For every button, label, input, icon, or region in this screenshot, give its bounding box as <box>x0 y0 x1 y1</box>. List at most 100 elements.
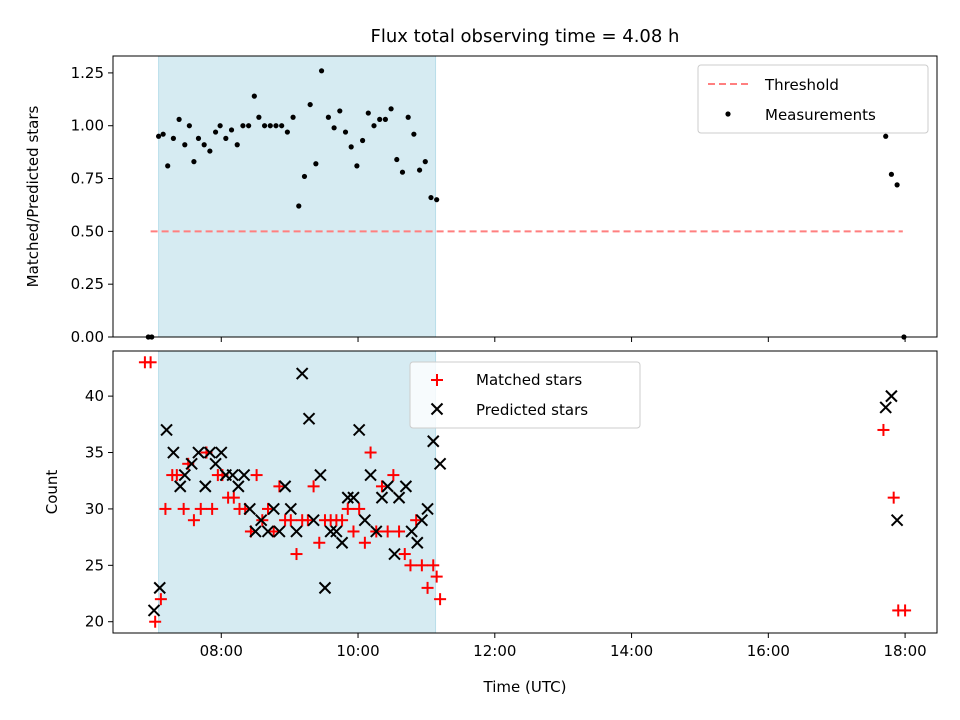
measurement-point <box>377 116 383 122</box>
matched-star-point <box>387 469 400 482</box>
predicted-star-point <box>370 525 383 538</box>
measurement-point <box>186 123 192 129</box>
matched-star-point <box>250 469 263 482</box>
ratio-panel: 0.00 0.25 0.50 0.75 1.00 1.25 Flux total obse… <box>24 26 938 346</box>
matched-star-point <box>144 356 157 369</box>
measurement-point <box>256 114 262 120</box>
predicted-star-point <box>421 502 434 516</box>
matched-star-point <box>313 536 326 549</box>
predicted-star-point <box>254 513 268 527</box>
predicted-star-point <box>203 446 217 459</box>
observing-window-shade <box>158 55 437 338</box>
predicted-star-point <box>330 525 343 538</box>
measurement-point <box>212 129 219 135</box>
legend-x-marker <box>430 402 444 416</box>
matched-star-point <box>877 423 890 436</box>
ratio-panel-frame <box>112 55 938 338</box>
matched-star-point <box>170 469 183 482</box>
matched-star-point <box>206 502 219 515</box>
count-y-tick-label: 20 <box>85 613 104 631</box>
measurement-point <box>176 116 182 122</box>
measurement-point <box>267 123 273 129</box>
matched-star-point <box>177 502 190 515</box>
predicted-star-point <box>411 536 424 549</box>
ratio-y-tick-label: 1.25 <box>71 64 104 82</box>
matched-star-point <box>364 446 377 459</box>
predicted-star-point <box>174 480 187 493</box>
matched-star-point <box>899 604 912 617</box>
predicted-star-point <box>314 468 327 482</box>
count-y-tick-label: 35 <box>85 444 104 462</box>
ratio-y-tick-label: 1.00 <box>71 117 104 135</box>
count-legend: Matched stars Predicted stars <box>409 361 641 429</box>
measurement-point <box>261 123 268 129</box>
measurement-point <box>348 144 354 150</box>
measurement-point <box>894 182 900 188</box>
ratio-y-tick-label: 0.00 <box>71 328 104 346</box>
matched-star-point <box>307 480 320 493</box>
predicted-star-point <box>318 581 332 595</box>
measurement-point <box>165 163 171 169</box>
measurement-point <box>331 125 337 131</box>
ratio-y-tick-label: 0.25 <box>71 275 104 293</box>
predicted-star-point <box>147 604 161 617</box>
predicted-star-point <box>415 513 429 527</box>
predicted-star-point <box>290 525 303 538</box>
predicted-star-point <box>215 446 228 459</box>
measurement-points <box>145 68 907 340</box>
measurement-point <box>191 159 197 165</box>
predicted-star-point <box>347 491 360 504</box>
matched-star-point <box>398 548 411 561</box>
ratio-legend: Threshold Measurements <box>697 64 929 134</box>
measurement-point <box>365 110 371 116</box>
ratio-legend-box <box>697 64 929 134</box>
predicted-star-point <box>352 423 366 437</box>
predicted-star-point <box>226 468 239 482</box>
legend-plus-marker <box>431 374 443 386</box>
predicted-star-point <box>273 525 286 538</box>
matched-star-point <box>353 502 366 515</box>
matched-star-point <box>358 536 371 549</box>
measurement-point <box>888 171 895 177</box>
ratio-y-tick-label: 0.75 <box>71 170 104 188</box>
measurement-point <box>337 108 343 114</box>
measurement-point <box>296 203 302 209</box>
predicted-star-point <box>261 525 275 538</box>
predicted-star-point <box>237 468 251 482</box>
measurement-point <box>290 114 296 120</box>
matched-star-point <box>393 525 406 538</box>
matched-star-point <box>375 480 388 493</box>
measurement-point <box>371 123 377 129</box>
measurement-point <box>240 123 246 129</box>
predicted-star-point <box>341 491 354 504</box>
legend-matched-label: Matched stars <box>476 371 582 389</box>
matched-star-point <box>410 514 423 527</box>
measurement-point <box>883 133 889 139</box>
count-x-tick-label: 18:00 <box>883 642 926 660</box>
predicted-star-point <box>178 468 192 482</box>
predicted-star-point <box>243 502 256 516</box>
predicted-stars-points <box>147 367 904 617</box>
count-panel: 20 25 30 35 40 08:00 10:00 12:00 14:00 16:00 18:0… <box>43 350 938 696</box>
count-panel-frame <box>112 350 938 634</box>
matched-star-point <box>227 491 240 504</box>
matched-star-point <box>404 559 417 572</box>
matched-star-point <box>430 570 443 583</box>
measurement-point <box>405 114 411 120</box>
measurement-point <box>422 159 428 165</box>
measurement-point <box>195 135 202 141</box>
predicted-star-point <box>890 513 904 527</box>
measurement-point <box>301 173 308 180</box>
measurement-point <box>354 163 360 169</box>
count-x-tick-label: 14:00 <box>610 642 653 660</box>
predicted-star-point <box>278 480 292 493</box>
matched-star-point <box>427 559 440 572</box>
measurement-point <box>325 114 332 120</box>
measurement-point <box>284 129 290 135</box>
matched-star-point <box>290 548 303 561</box>
measurement-point <box>394 156 400 163</box>
matched-star-point <box>434 593 447 606</box>
predicted-star-point <box>209 457 222 471</box>
predicted-star-point <box>167 446 180 459</box>
